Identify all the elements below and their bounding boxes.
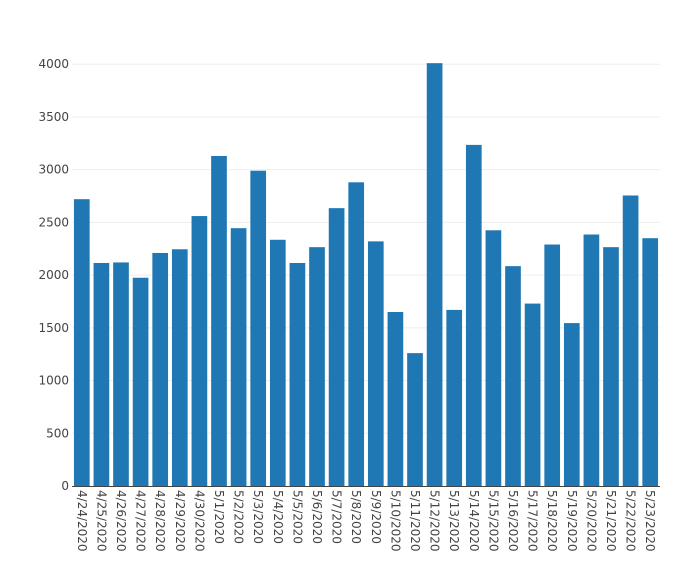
bar: [348, 182, 365, 486]
x-tick-label: 5/10/2020: [388, 490, 402, 552]
x-tick-label: 5/5/2020: [290, 490, 304, 544]
bar: [309, 247, 325, 486]
bar: [171, 249, 188, 486]
bar: [93, 262, 110, 486]
bar: [465, 144, 482, 486]
bar: [113, 262, 129, 486]
y-axis-ticks: 0 500 1000 1500 2000 2500 3000 3500 4000: [38, 57, 69, 493]
bar: [583, 234, 600, 486]
x-tick-label: 5/19/2020: [565, 490, 579, 552]
x-tick-label: 5/20/2020: [584, 490, 598, 552]
x-tick-label: 5/2/2020: [232, 490, 246, 544]
y-tick-label: 1000: [38, 374, 69, 388]
x-tick-label: 4/29/2020: [173, 490, 187, 552]
y-tick-label: 4000: [38, 57, 69, 71]
x-tick-label: 5/15/2020: [486, 490, 500, 552]
bar: [269, 239, 286, 486]
x-tick-label: 4/28/2020: [153, 490, 167, 552]
bar: [367, 241, 384, 486]
bar: [603, 247, 619, 486]
y-tick-label: 3500: [38, 110, 69, 124]
bar: [230, 228, 247, 486]
bar: [426, 63, 443, 487]
y-tick-label: 3000: [38, 163, 69, 177]
x-tick-label: 5/13/2020: [447, 490, 461, 552]
x-tick-label: 5/21/2020: [604, 490, 618, 552]
x-tick-label: 5/23/2020: [643, 490, 657, 552]
x-tick-label: 5/12/2020: [428, 490, 442, 552]
bar: [563, 323, 580, 486]
y-tick-label: 500: [46, 426, 69, 440]
x-tick-label: 4/24/2020: [75, 490, 89, 552]
bar: [289, 262, 306, 486]
bar: [250, 170, 267, 486]
bar: [544, 244, 561, 486]
bar: [73, 199, 90, 487]
bar: [642, 238, 659, 486]
bar: [407, 353, 423, 486]
x-tick-label: 4/25/2020: [94, 490, 108, 552]
x-tick-label: 5/16/2020: [506, 490, 520, 552]
bar: [152, 252, 169, 486]
x-tick-label: 5/3/2020: [251, 490, 265, 544]
y-tick-label: 1500: [38, 321, 69, 335]
bar: [211, 155, 227, 486]
bar: [446, 309, 463, 486]
x-tick-label: 4/27/2020: [134, 490, 148, 552]
x-tick-label: 5/18/2020: [545, 490, 559, 552]
bar: [191, 216, 208, 487]
bars: [73, 63, 659, 487]
x-tick-label: 5/6/2020: [310, 490, 324, 544]
bar: [505, 266, 521, 486]
x-tick-label: 5/14/2020: [467, 490, 481, 552]
x-tick-label: 5/4/2020: [271, 490, 285, 544]
x-tick-label: 5/7/2020: [330, 490, 344, 544]
bar: [524, 303, 541, 486]
bar: [132, 277, 149, 486]
x-tick-label: 4/30/2020: [192, 490, 206, 552]
x-tick-label: 5/9/2020: [369, 490, 383, 544]
bar: [485, 230, 502, 486]
x-tick-label: 5/22/2020: [624, 490, 638, 552]
x-tick-label: 5/8/2020: [349, 490, 363, 544]
y-tick-label: 2000: [38, 268, 69, 282]
x-tick-label: 5/11/2020: [408, 490, 422, 552]
x-tick-label: 5/17/2020: [526, 490, 540, 552]
bar: [622, 195, 639, 486]
y-tick-label: 2500: [38, 215, 69, 229]
bar: [387, 312, 404, 486]
x-tick-label: 5/1/2020: [212, 490, 226, 544]
x-tick-label: 4/26/2020: [114, 490, 128, 552]
bar: [328, 208, 345, 486]
y-tick-label: 0: [61, 479, 69, 493]
x-axis-ticks: 4/24/2020 4/25/2020 4/26/2020 4/27/2020 4/28…: [75, 490, 657, 552]
gridlines: [72, 63, 660, 434]
